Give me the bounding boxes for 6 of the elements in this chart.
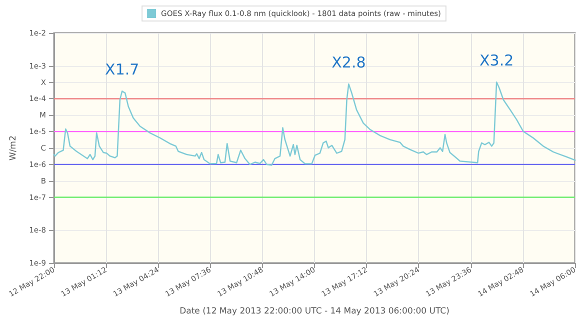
annotation: X3.2 [480,52,514,70]
y-axis-title: W/m2 [8,136,18,160]
annotation: X2.8 [332,54,366,72]
x-axis-title: Date (12 May 2013 22:00:00 UTC - 14 May 2013 06:00:00 UTC) [180,306,450,316]
annotation: X1.7 [105,60,140,79]
line-series [53,81,576,166]
